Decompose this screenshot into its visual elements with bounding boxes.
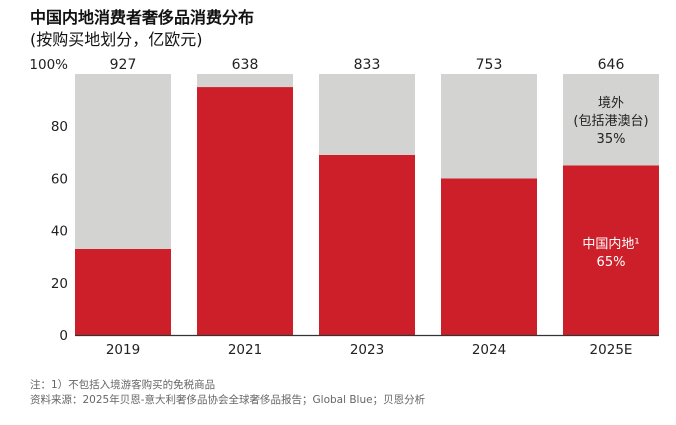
x-tick-label: 2019 [106, 342, 140, 358]
bar-segment-mainland [75, 248, 171, 335]
footnotes: 注：1）不包括入境游客购买的免税商品 资料来源：2025年贝恩-意大利奢侈品协会… [30, 378, 425, 408]
y-tick-label: 100% [29, 57, 68, 73]
y-tick-label: 60 [51, 171, 68, 187]
bar-segment-overseas [197, 74, 293, 88]
overseas-label-detail: (包括港澳台) [573, 113, 648, 129]
total-value-label: 927 [110, 57, 137, 73]
y-tick-label: 80 [51, 119, 68, 135]
bar-segment-mainland [441, 178, 537, 335]
chart-subtitle: (按购买地划分，亿欧元) [30, 30, 203, 49]
x-tick-label: 2025E [590, 342, 633, 358]
overseas-pct-label: 35% [597, 132, 626, 147]
y-tick-label: 20 [51, 276, 68, 292]
total-value-label: 753 [476, 57, 503, 73]
bar-segment-overseas [319, 74, 415, 155]
bar-segment-mainland [319, 154, 415, 335]
chart-title: 中国内地消费者奢侈品消费分布 [30, 8, 255, 27]
x-tick-label: 2024 [472, 342, 506, 358]
mainland-label: 中国内地¹ [582, 236, 639, 252]
mainland-pct-label: 65% [597, 255, 626, 270]
bar-segment-mainland [563, 165, 659, 335]
y-tick-label: 40 [51, 224, 68, 240]
y-tick-label: 0 [59, 328, 68, 344]
x-tick-label: 2021 [228, 342, 262, 358]
bar-segment-overseas [563, 74, 659, 166]
bar-segment-mainland [197, 87, 293, 335]
bar-segment-overseas [75, 74, 171, 249]
source-note: 资料来源：2025年贝恩-意大利奢侈品协会全球奢侈品报告；Global Blue… [30, 394, 426, 406]
total-value-label: 646 [598, 57, 625, 73]
footnote: 注：1）不包括入境游客购买的免税商品 [30, 379, 216, 391]
x-tick-label: 2023 [350, 342, 384, 358]
bar-segment-overseas [441, 74, 537, 179]
stacked-bar-chart: 0 20 40 60 80 100% 927 2019 638 2021 833 2023 753 202… [29, 57, 659, 358]
total-value-label: 833 [354, 57, 381, 73]
total-value-label: 638 [232, 57, 259, 73]
overseas-label: 境外 [598, 96, 624, 111]
